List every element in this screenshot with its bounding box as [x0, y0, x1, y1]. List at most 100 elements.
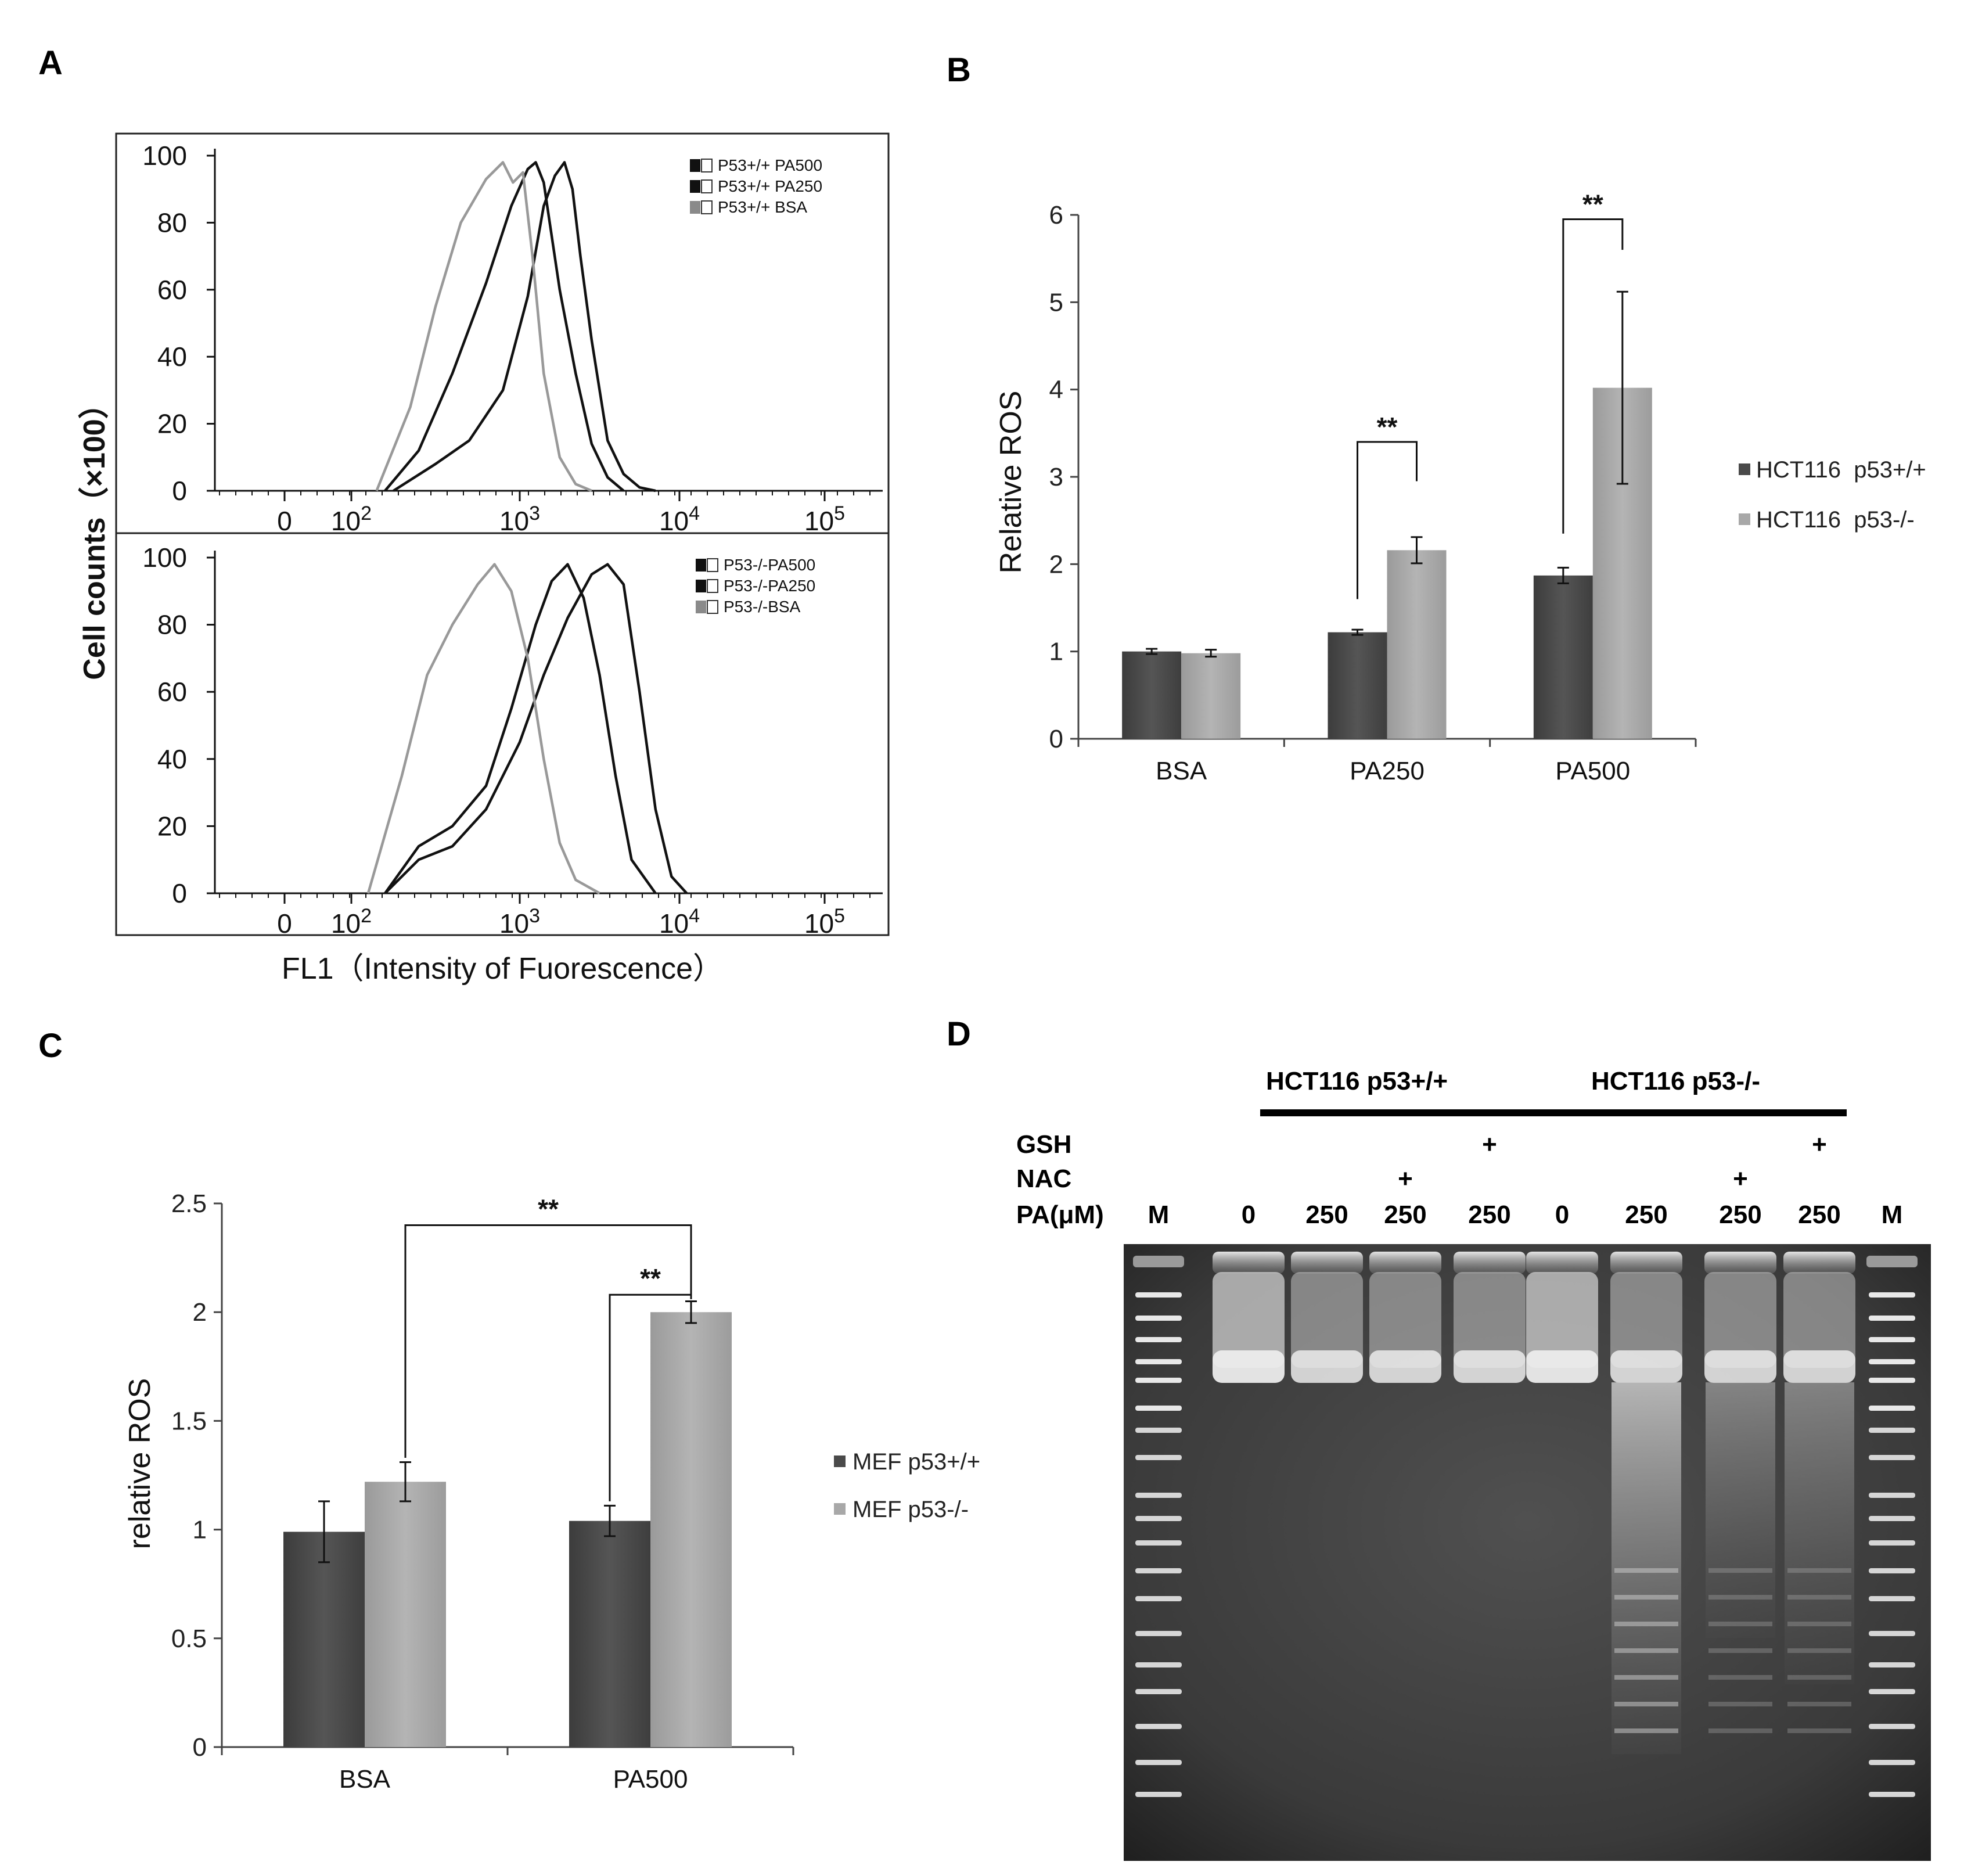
a-y-tick-label: 40	[157, 342, 187, 372]
ladder-band	[1135, 1631, 1182, 1636]
gel-lane-pa-label: 0	[1242, 1201, 1256, 1229]
significance-stars: **	[640, 1263, 661, 1293]
gel-fragment-band	[1787, 1702, 1851, 1706]
gel-well	[1454, 1252, 1526, 1274]
a-y-tick-label: 80	[157, 610, 187, 640]
panel-label-d: D	[947, 1015, 971, 1053]
a-legend-label: P53-/-PA500	[724, 556, 815, 574]
gel-fragment-band	[1614, 1702, 1678, 1706]
y-tick-label: 1.5	[171, 1407, 207, 1435]
a-curve-2	[384, 563, 657, 894]
y-tick-label: 0.5	[171, 1625, 207, 1653]
ladder-band	[1869, 1337, 1915, 1342]
significance-bracket	[1562, 218, 1624, 534]
gel-fragment-band	[1708, 1568, 1772, 1573]
a-curve-1	[393, 161, 656, 493]
mef-ros-bar-chart: relative ROS 0 0.5 1 1.5 2 2.5 BSA PA500 ** ** ME…	[123, 1189, 980, 1794]
y-tick-label: 3	[1049, 463, 1063, 491]
gel-well	[1369, 1252, 1441, 1274]
y-tick-label: 0	[1049, 725, 1063, 753]
a-x-tick-label: 105	[804, 502, 845, 536]
ladder-band	[1869, 1596, 1915, 1601]
gel-lane-pa-label: 0	[1555, 1201, 1569, 1229]
gel-genomic-smear	[1369, 1272, 1441, 1368]
gel-genomic-smear	[1213, 1272, 1285, 1368]
c-legend-label-2: MEF p53-/-	[852, 1497, 969, 1522]
a-x-tick-label: 102	[331, 502, 372, 536]
gel-lane-pa-label: M	[1148, 1201, 1170, 1229]
gel-genomic-band	[1369, 1350, 1441, 1383]
ladder-band	[1869, 1689, 1915, 1694]
gel-lane-pa-label: 250	[1384, 1201, 1426, 1229]
a-legend-swatch	[690, 159, 700, 172]
gel-genomic-band	[1291, 1350, 1363, 1383]
a-legend-swatch	[696, 559, 706, 572]
gel-lane-nac-label: +	[1733, 1165, 1748, 1193]
gel-genomic-smear	[1291, 1272, 1363, 1368]
a-x-tick-label: 0	[277, 506, 292, 536]
a-legend-box	[707, 558, 718, 572]
significance-stars: **	[1377, 412, 1398, 442]
gel-genomic-band	[1610, 1350, 1682, 1383]
b-y-label: Relative ROS	[994, 391, 1028, 574]
gel-well	[1291, 1252, 1363, 1274]
bar-hct116-p53--pa500	[1533, 575, 1593, 739]
ladder-band	[1135, 1337, 1182, 1342]
gel-fragment-band	[1708, 1622, 1772, 1626]
gel-genomic-smear	[1783, 1272, 1855, 1368]
significance-stars: **	[538, 1194, 559, 1224]
y-tick-label: 4	[1049, 376, 1063, 404]
gel-lane-pa-label: 250	[1305, 1201, 1348, 1229]
a-legend-swatch	[690, 180, 700, 193]
bar-hct116-p53--pa250	[1387, 550, 1447, 739]
a-y-tick-label: 20	[157, 811, 187, 841]
a-y-tick-label: 60	[157, 677, 187, 707]
a-curve-3	[366, 563, 600, 894]
histogram-outer-frame	[115, 132, 890, 936]
gel-well	[1610, 1252, 1682, 1274]
ladder-band	[1869, 1724, 1915, 1729]
gel-fragment-band	[1787, 1595, 1851, 1600]
hct116-ros-bar-chart: Relative ROS 0 1 2 3 4 5 6 BSA PA250 PA500 ** ** HC…	[994, 189, 1926, 785]
ladder-band	[1869, 1792, 1915, 1797]
y-tick-label: 1	[193, 1516, 207, 1544]
x-category-label: PA500	[613, 1765, 688, 1794]
a-legend-box	[701, 179, 713, 193]
gel-fragment-band	[1614, 1568, 1678, 1573]
ladder-band	[1869, 1662, 1915, 1667]
gel-genomic-band	[1704, 1350, 1776, 1383]
a-legend-label: P53-/-BSA	[724, 598, 801, 616]
a-x-tick-exponent: 3	[529, 502, 540, 524]
b-legend-label-2: HCT116 p53-/-	[1756, 507, 1915, 533]
ladder-band	[1869, 1359, 1915, 1364]
a-legend-label: P53+/+ BSA	[718, 198, 807, 216]
ladder-band	[1869, 1516, 1915, 1521]
a-x-tick-label: 0	[277, 908, 292, 939]
a-y-tick-label: 100	[142, 542, 187, 573]
a-legend-swatch	[696, 580, 706, 592]
a-legend-swatch	[690, 201, 700, 214]
histogram-top: 0 20 40 60 80 100 0 102 103 104 105 P53+/+ PA500 P53…	[142, 141, 883, 536]
a-legend-box	[707, 579, 718, 593]
gel-lane-pa-label: 250	[1625, 1201, 1667, 1229]
a-y-tick-label: 0	[172, 476, 187, 506]
gel-fragment-band	[1614, 1595, 1678, 1600]
ladder-band	[1869, 1292, 1915, 1298]
panel-label-b: B	[947, 51, 971, 89]
gel-fragment-band	[1787, 1568, 1851, 1573]
bar-mef-p53--pa500	[569, 1521, 650, 1747]
b-legend-swatch-2	[1739, 513, 1750, 525]
ladder-band	[1869, 1378, 1915, 1383]
a-x-tick-label: 102	[331, 905, 372, 939]
x-category-label: BSA	[339, 1765, 391, 1794]
histogram-x-label: FL1（Intensity of Fuorescence）	[282, 952, 723, 986]
dna-ladder-gel: HCT116 p53+/+ HCT116 p53-/- GSH NAC PA(μ…	[1016, 1067, 1931, 1861]
significance-bracket	[404, 1224, 692, 1458]
gel-fragment-band	[1708, 1595, 1772, 1600]
y-tick-label: 2	[193, 1298, 207, 1327]
ladder-band	[1869, 1455, 1915, 1460]
c-legend: MEF p53+/+ MEF p53-/-	[834, 1449, 980, 1522]
a-x-tick-exponent: 2	[361, 502, 372, 524]
bar-mef-p53--bsa	[283, 1532, 365, 1747]
a-x-tick-exponent: 5	[834, 502, 845, 524]
